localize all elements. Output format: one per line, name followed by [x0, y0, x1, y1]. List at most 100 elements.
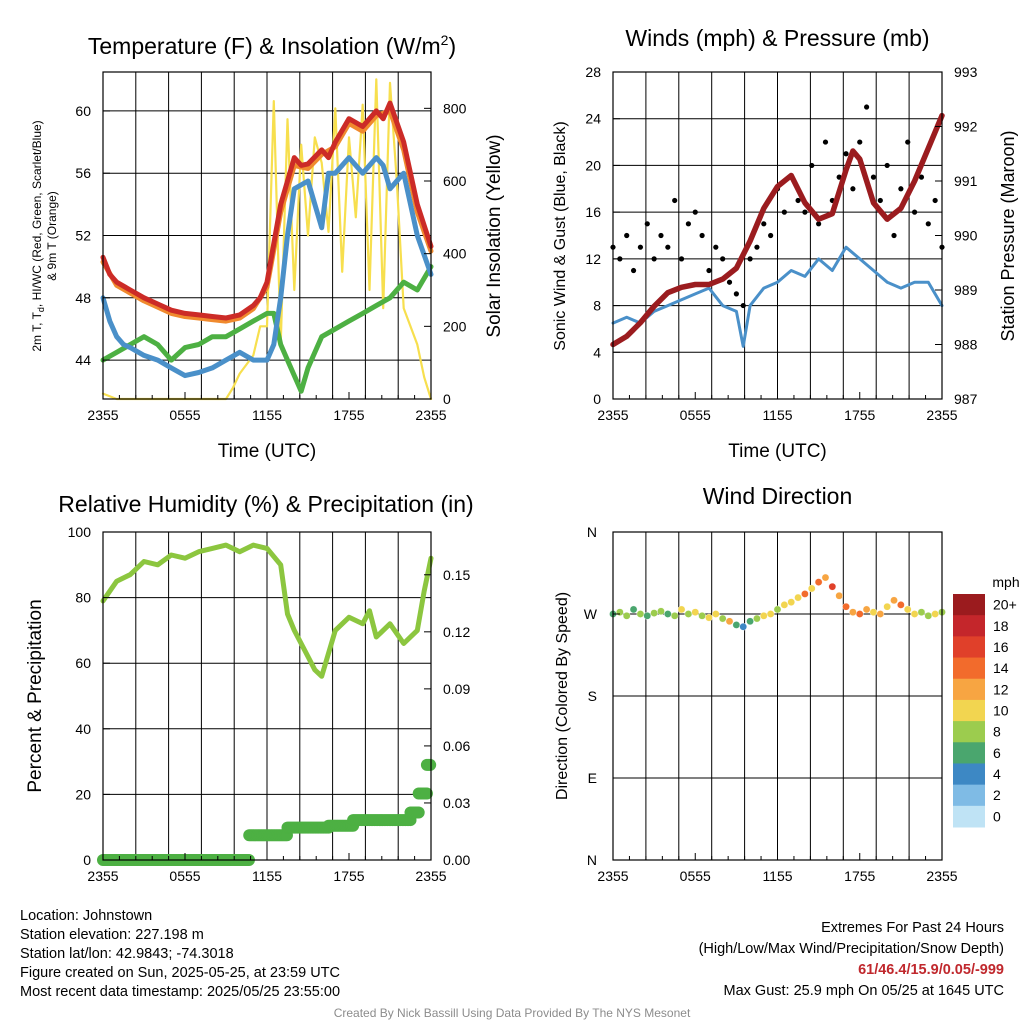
direction-point [807, 584, 816, 593]
direction-point [890, 596, 898, 605]
gust-point [699, 232, 705, 239]
colorbar-label: 12 [993, 681, 1009, 697]
y-tick-label: 12 [585, 251, 601, 267]
gust-point [822, 139, 829, 145]
direction-point [684, 610, 693, 618]
y-tick-label: 60 [75, 103, 91, 119]
direction-point [739, 622, 748, 631]
y2-tick-label: 991 [954, 173, 978, 189]
winds-title: Winds (mph) & Pressure (mb) [625, 25, 929, 51]
direction-point [814, 578, 823, 586]
latlon-text: Station lat/lon: 42.9843; -74.3018 [20, 946, 234, 962]
y-tick-label: 0 [83, 852, 91, 868]
colorbar-swatch [953, 678, 985, 701]
colorbar-swatch [953, 657, 985, 680]
gust-point [740, 302, 746, 309]
y2-tick-label: 400 [443, 246, 467, 262]
y-tick-label: W [584, 606, 598, 622]
gust-point [665, 244, 671, 250]
created-text: Figure created on Sun, 2025-05-25, at 23… [20, 965, 340, 981]
ylabel-text: Direction (Colored By Speed) [554, 592, 571, 800]
x-tick-label: 1755 [333, 868, 364, 884]
extremes-subtitle: (High/Low/Max Wind/Precipitation/Snow De… [698, 941, 1004, 957]
direction-point [732, 621, 741, 629]
temp-xlabel: Time (UTC) [218, 441, 317, 462]
colorbar-swatch [953, 636, 985, 659]
x-tick-label: 2355 [597, 868, 628, 884]
ylabel-text: Sonic Wind & Gust (Blue, Black) [552, 121, 569, 350]
winds-xlabel: Time (UTC) [728, 441, 827, 462]
direction-point [636, 610, 645, 618]
y2-tick-label: 600 [443, 173, 467, 189]
direction-point [616, 608, 624, 616]
y2-tick-label: 993 [954, 64, 978, 80]
colorbar-label: 14 [993, 660, 1009, 676]
x-tick-label: 1755 [844, 407, 875, 423]
colorbar-swatch [953, 594, 985, 616]
rh-ylabel-left: Percent & Precipitation [25, 599, 46, 792]
direction-point [910, 610, 919, 618]
gust-point [637, 244, 644, 250]
y-tick-label: 80 [75, 590, 91, 606]
y2-tick-label: 0.03 [443, 795, 470, 811]
y-tick-label: S [588, 688, 597, 704]
y-tick-label: 100 [68, 524, 92, 540]
gust-point [884, 162, 890, 169]
wdir-ylabel-left: Direction (Colored By Speed) [554, 592, 571, 800]
y-tick-label: 20 [75, 786, 91, 802]
y-tick-label: 40 [75, 721, 91, 737]
precip-point [420, 787, 433, 800]
temp-panel: Temperature (F) & Insolation (W/m2) 44 48 5… [30, 32, 505, 462]
colorbar-label: 6 [993, 745, 1001, 761]
colorbar-unit: mph [992, 574, 1019, 590]
direction-point [835, 591, 843, 600]
direction-point [629, 605, 638, 614]
winds-ylabel-left: Sonic Wind & Gust (Blue, Black) [552, 121, 569, 350]
gust-point [651, 256, 657, 262]
gust-point [877, 197, 883, 204]
direction-point [903, 605, 912, 614]
y2-tick-label: 200 [443, 318, 467, 334]
gust-point [624, 232, 630, 239]
ylabel-line1: 2m T, Td, HI/WC (Red, Green, Scarlet/Blu… [30, 120, 46, 351]
y2-tick-label: 800 [443, 100, 467, 116]
rh-line [100, 542, 434, 679]
direction-point [725, 617, 734, 626]
direction-point [718, 614, 727, 623]
direction-point [622, 612, 631, 620]
x-tick-label: 1155 [762, 407, 792, 423]
x-tick-label: 1755 [844, 868, 875, 884]
colorbar-swatch [953, 763, 985, 786]
x-tick-label: 1155 [252, 868, 282, 884]
direction-point [917, 608, 926, 616]
direction-point [862, 605, 871, 614]
winds-ylabel-right: Station Pressure (Maroon) [998, 130, 1018, 341]
direction-point [643, 612, 652, 620]
rh-title: Relative Humidity (%) & Precipitation (i… [58, 491, 473, 517]
y-tick-label: N [587, 852, 597, 868]
y-tick-label: 60 [75, 655, 91, 671]
y2-tick-label: 0.00 [443, 852, 470, 868]
gust-point [843, 151, 849, 157]
gust-point [918, 174, 925, 180]
direction-point [842, 602, 850, 611]
direction-point [773, 605, 782, 614]
gust-point [726, 279, 733, 285]
direction-point [821, 573, 830, 582]
gust-point [658, 232, 664, 239]
x-tick-label: 1755 [333, 407, 364, 423]
y2-tick-label: 990 [954, 228, 978, 244]
gust-point [644, 221, 650, 227]
y-tick-label: 48 [75, 290, 91, 306]
gust-point [836, 174, 842, 180]
gust-point [816, 221, 822, 227]
colorbar-label: 16 [993, 639, 1009, 655]
direction-point [855, 610, 864, 618]
gust-point [672, 197, 678, 204]
plot-frame [102, 71, 432, 400]
direction-point [657, 607, 665, 616]
colorbar-label: 0 [993, 808, 1001, 824]
gust-point [781, 209, 787, 215]
x-tick-label: 1155 [252, 407, 282, 423]
rh-panel: Relative Humidity (%) & Precipitation (i… [25, 491, 474, 884]
